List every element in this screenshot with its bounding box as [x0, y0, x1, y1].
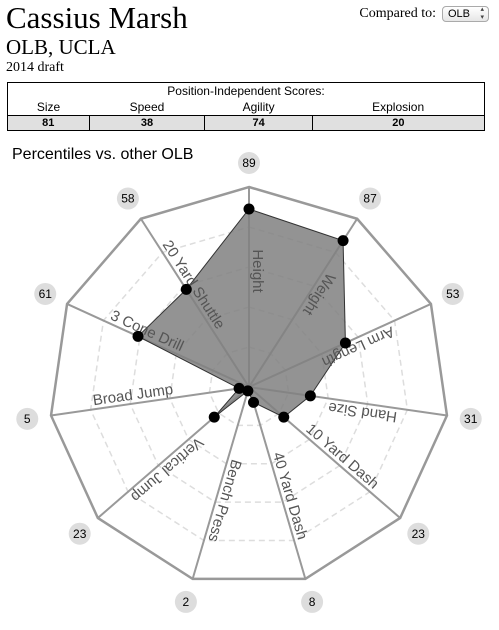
value-label: 53 [446, 287, 460, 301]
outer-ring [49, 185, 449, 581]
value-badge [16, 407, 39, 430]
axis-label: Vertical Jump [127, 434, 206, 506]
data-point [337, 235, 349, 247]
value-label: 58 [121, 192, 135, 206]
value-badge [407, 522, 430, 545]
data-point [248, 396, 260, 408]
compare-label: Compared to: [359, 6, 436, 21]
axis-line [50, 386, 250, 417]
data-point [278, 411, 290, 423]
score-label: Size [7, 99, 90, 116]
compare-control: Compared to: OLB [359, 6, 489, 22]
chart-title: Percentiles vs. other OLB [12, 146, 193, 163]
value-label: 23 [73, 527, 87, 541]
score-label: Speed [89, 99, 205, 116]
axis-line [191, 386, 250, 580]
score-label: Explosion [312, 99, 486, 116]
score-value: 20 [311, 115, 486, 131]
axis-label: Height [249, 249, 266, 293]
value-label: 31 [464, 412, 478, 426]
scores-title: Position-Independent Scores: [7, 82, 485, 99]
scores-table: Position-Independent Scores: Size Speed Ag… [7, 82, 486, 131]
value-label: 89 [242, 156, 256, 170]
data-point [242, 385, 254, 397]
data-point [233, 382, 245, 394]
value-label: 2 [183, 595, 190, 609]
value-badge [34, 282, 57, 305]
axis-line [248, 386, 307, 580]
data-point [243, 203, 255, 215]
score-label: Agility [204, 99, 313, 116]
data-point [304, 390, 316, 402]
value-badge [459, 407, 482, 430]
value-badge [441, 282, 464, 305]
value-label: 8 [309, 595, 316, 609]
value-badge [68, 522, 91, 545]
grid-ring [129, 266, 369, 503]
grid-ring [89, 226, 409, 542]
value-badge [174, 590, 197, 613]
draft-year: 2014 draft [6, 60, 64, 75]
value-badge [238, 152, 260, 174]
value-badge [301, 590, 324, 613]
value-label: 87 [363, 192, 377, 206]
score-value: 81 [7, 115, 90, 131]
value-label: 23 [412, 527, 426, 541]
compare-select[interactable]: OLB [441, 6, 489, 22]
data-point [132, 330, 144, 342]
value-label: 5 [24, 412, 31, 426]
value-badge [116, 187, 139, 210]
score-value: 74 [204, 115, 313, 131]
player-name: Cassius Marsh [6, 0, 188, 35]
data-point [180, 283, 192, 295]
player-position: OLB, UCLA [6, 35, 116, 59]
value-badge [359, 187, 382, 210]
score-value: 38 [88, 115, 206, 131]
value-label: 61 [39, 287, 53, 301]
data-point [208, 411, 220, 423]
radar-chart: Percentiles vs. other OLB Height89Weight… [12, 146, 482, 613]
data-area [137, 208, 346, 418]
data-point [339, 337, 351, 349]
